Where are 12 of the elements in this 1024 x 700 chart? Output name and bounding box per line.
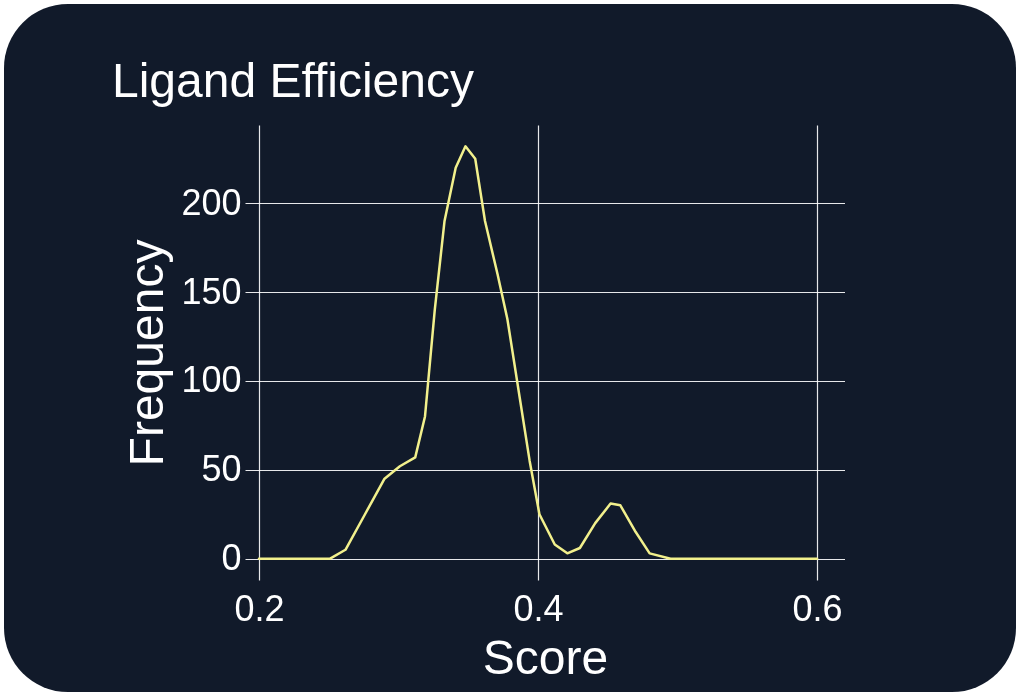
y-tick-label: 100 — [181, 359, 242, 401]
y-axis-title: Frequency — [120, 239, 174, 467]
y-tick-label: 200 — [181, 181, 242, 223]
chart-title: Ligand Efficiency — [111, 54, 474, 107]
y-tick-label: 150 — [181, 270, 242, 312]
y-tick-label: 50 — [201, 448, 242, 490]
x-tick-label: 0.2 — [234, 587, 285, 629]
x-tick-label: 0.4 — [513, 587, 564, 629]
x-axis-title: Score — [482, 630, 609, 684]
x-tick-label: 0.6 — [792, 587, 843, 629]
line-series — [257, 145, 819, 560]
y-tick-label: 0 — [221, 537, 242, 579]
